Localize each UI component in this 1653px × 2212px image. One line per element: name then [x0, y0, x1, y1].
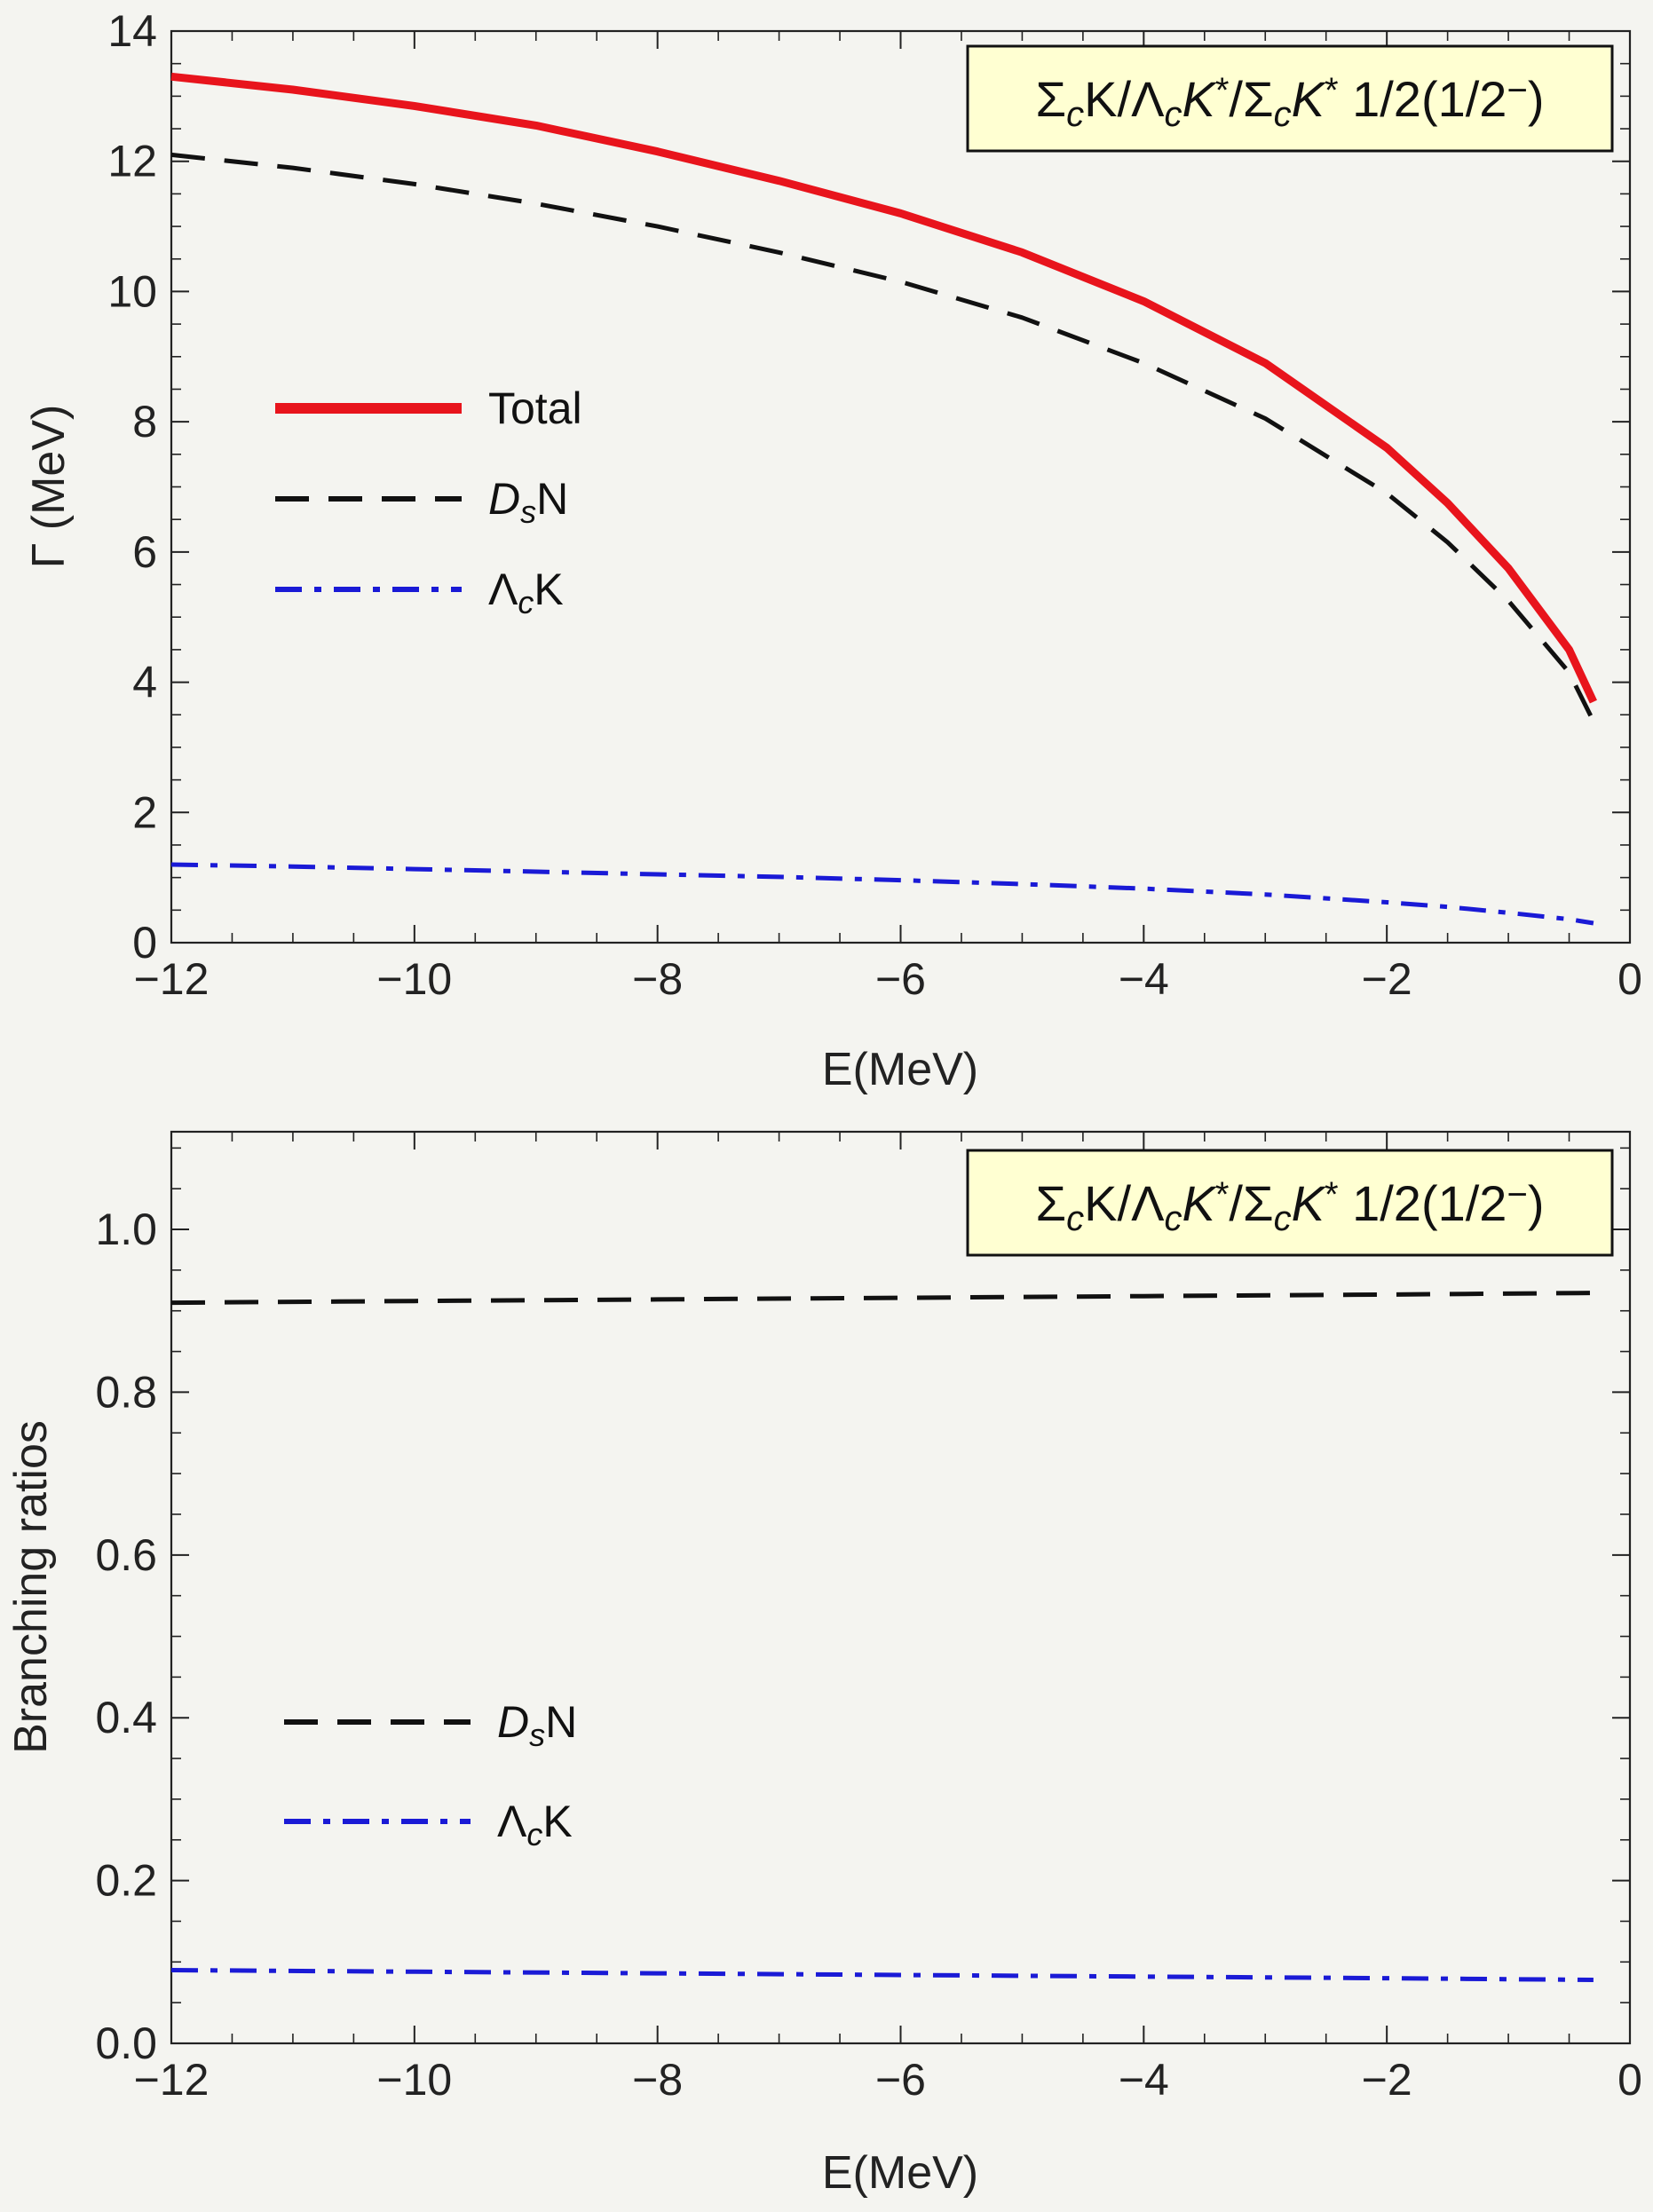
- legend-label-dsn: DsN: [488, 474, 568, 530]
- y-tick-label: 0.8: [95, 1367, 157, 1417]
- title-box-frame: [966, 44, 1614, 153]
- legend-label-total: Total: [488, 383, 582, 433]
- x-tick-label: −2: [1362, 954, 1412, 1004]
- y-tick-label: 2: [132, 787, 157, 837]
- y-tick-label: 10: [107, 266, 157, 316]
- y-tick-label: 4: [132, 658, 157, 707]
- x-tick-label: −4: [1119, 2055, 1169, 2105]
- title-box-frame: [966, 1149, 1614, 1257]
- axis-ticks: −12 −10 −8 −6 −4 −2 0 0.0 0.2 0.4 0.6 0.8 1.0: [95, 1132, 1642, 2105]
- series-line-ck: [170, 1968, 1594, 1982]
- x-axis-title: E(MeV): [822, 2147, 978, 2199]
- y-tick-label: 12: [107, 137, 157, 186]
- x-tick-label: −10: [376, 954, 452, 1004]
- x-tick-label: −12: [134, 2055, 210, 2105]
- x-tick-label: 0: [1617, 2055, 1642, 2105]
- legend-label-ck: ΛcK: [488, 565, 564, 620]
- axis-ticks: −12 −10 −8 −6 −4 −2 0 0 2 4 6 8 10 12 14: [107, 6, 1642, 1004]
- x-tick-label: −8: [632, 954, 683, 1004]
- legend-label-ck: ΛcK: [497, 1797, 573, 1853]
- y-tick-label: 6: [132, 527, 157, 577]
- y-tick-label: 0.2: [95, 1856, 157, 1906]
- y-tick-label: 1.0: [95, 1205, 157, 1254]
- y-tick-label: 0: [132, 918, 157, 968]
- y-tick-label: 0.4: [95, 1693, 157, 1742]
- y-tick-label: 14: [107, 6, 157, 56]
- x-tick-label: −8: [632, 2055, 683, 2105]
- branching-ratio-chart-panel: −12 −10 −8 −6 −4 −2 0 0.0 0.2 0.4 0.6 0.8 1.0 DsN ΛcK…: [5, 1130, 1642, 2199]
- series-layer: [170, 72, 1597, 926]
- series-line-dsn: [170, 152, 1596, 723]
- legend-label-dsn: DsN: [497, 1697, 577, 1753]
- width-chart-panel: −12 −10 −8 −6 −4 −2 0 0 2 4 6 8 10 12 14 Total DsN ΛcK Σ…: [23, 6, 1642, 1095]
- x-tick-label: −10: [376, 2055, 452, 2105]
- legend: Total DsN ΛcK: [275, 383, 582, 620]
- series-line-dsn: [170, 1291, 1594, 1306]
- x-tick-label: −2: [1362, 2055, 1412, 2105]
- x-tick-label: −12: [134, 954, 210, 1004]
- x-tick-label: 0: [1617, 954, 1642, 1004]
- y-tick-label: 0.0: [95, 2018, 157, 2068]
- y-tick-label: 8: [132, 397, 157, 446]
- title-box: ΣcK/ΛcK*/ΣcK* 1/2(1/2−): [966, 1149, 1614, 1257]
- series-layer: [170, 1291, 1594, 1982]
- x-axis-title: E(MeV): [822, 1044, 978, 1095]
- chart-title: ΣcK/ΛcK*/ΣcK* 1/2(1/2−): [1036, 1175, 1545, 1238]
- x-tick-label: −6: [875, 954, 926, 1004]
- title-box: ΣcK/ΛcK*/ΣcK* 1/2(1/2−): [966, 44, 1614, 153]
- x-tick-label: −4: [1119, 954, 1169, 1004]
- series-line-total: [170, 72, 1597, 704]
- legend: DsN ΛcK: [284, 1697, 577, 1853]
- y-axis-title: Γ (MeV): [23, 405, 75, 569]
- chart-title: ΣcK/ΛcK*/ΣcK* 1/2(1/2−): [1036, 71, 1545, 134]
- x-tick-label: −6: [875, 2055, 926, 2105]
- y-axis-title: Branching ratios: [5, 1420, 57, 1754]
- y-tick-label: 0.6: [95, 1530, 157, 1580]
